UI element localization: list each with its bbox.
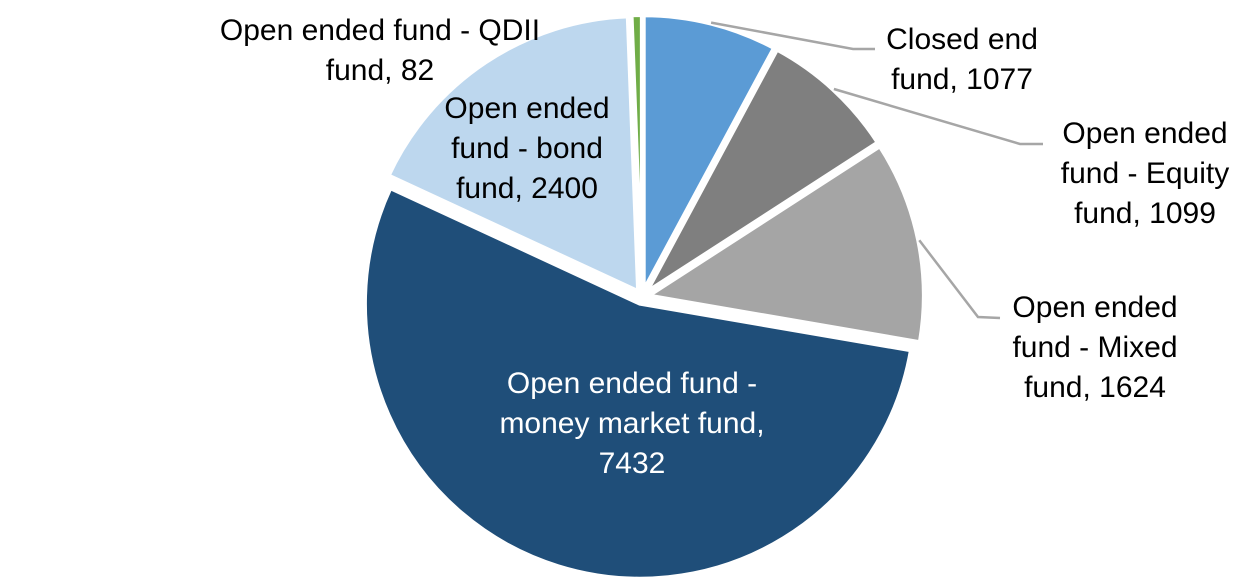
pie-slice-4 bbox=[385, 14, 641, 295]
pie-slice-1 bbox=[644, 46, 881, 294]
leader-line-slice-2 bbox=[918, 239, 1001, 320]
leader-line-slice-1 bbox=[833, 87, 1043, 146]
pie-slice-5 bbox=[629, 12, 644, 291]
pie-slice-3 bbox=[362, 185, 914, 581]
leader-line-slice-0 bbox=[710, 21, 875, 51]
pie-slice-0 bbox=[641, 13, 777, 292]
pie-slice-2 bbox=[643, 143, 926, 345]
